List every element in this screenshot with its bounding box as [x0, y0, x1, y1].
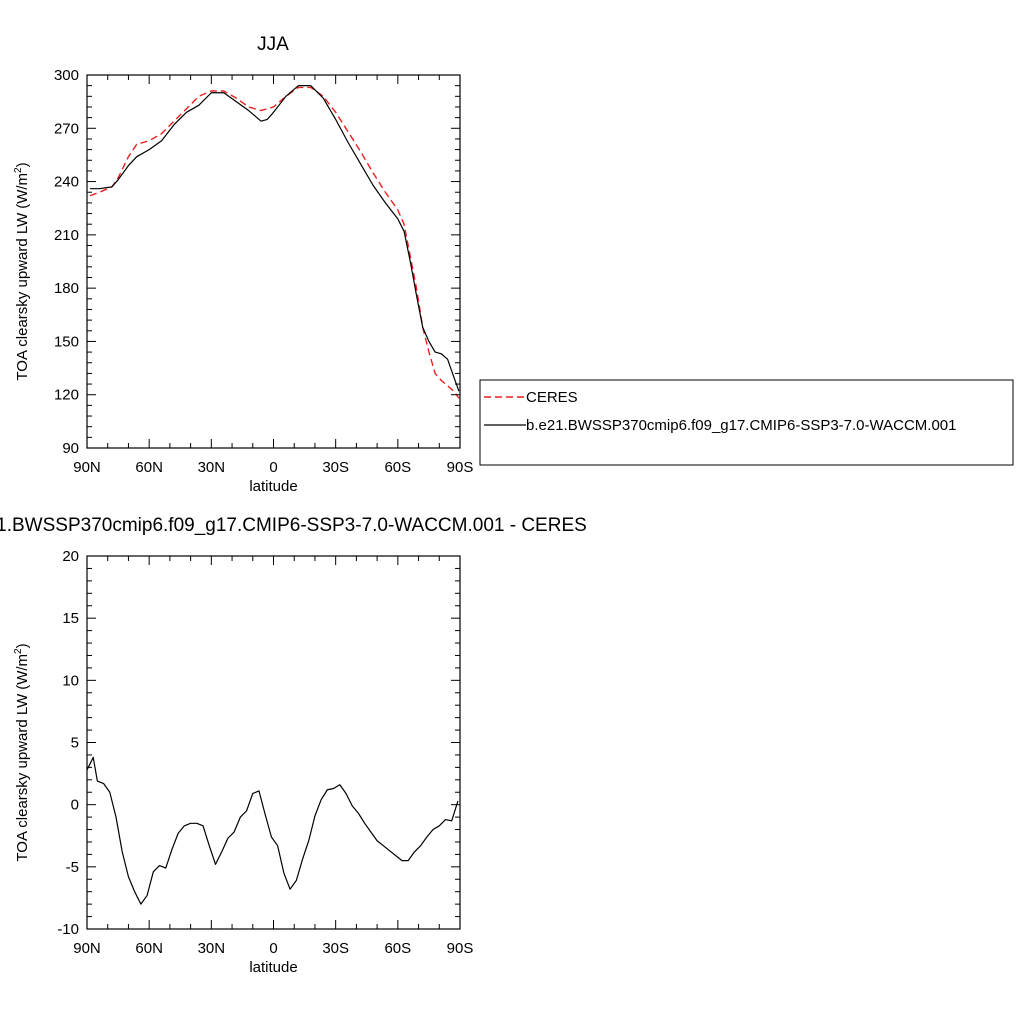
y-tick-label: 120	[54, 387, 79, 404]
legend-label-0: CERES	[526, 389, 578, 406]
x-tick-label: 90S	[447, 940, 474, 957]
x-axis-label: latitude	[249, 959, 297, 976]
y-tick-label: 270	[54, 120, 79, 137]
y-axis-label: TOA clearsky upward LW (W/m2)	[13, 643, 31, 861]
legend-label-1: b.e21.BWSSP370cmip6.f09_g17.CMIP6-SSP3-7…	[526, 417, 956, 434]
x-tick-label: 30S	[322, 940, 349, 957]
x-tick-label: 90N	[73, 940, 101, 957]
y-tick-label: -10	[57, 921, 79, 938]
y-axis-label: TOA clearsky upward LW (W/m2)	[13, 162, 31, 380]
x-tick-label: 90S	[447, 459, 474, 476]
x-tick-label: 0	[269, 940, 277, 957]
y-axis-label-name: TOA clearsky upward LW	[14, 212, 31, 381]
x-axis-label: latitude	[249, 478, 297, 495]
y-tick-label: 210	[54, 227, 79, 244]
x-tick-label: 30N	[198, 459, 226, 476]
chart-title: b.e21.BWSSP370cmip6.f09_g17.CMIP6-SSP3-7…	[0, 515, 587, 536]
x-tick-label: 30S	[322, 459, 349, 476]
x-tick-label: 60N	[135, 940, 163, 957]
y-axis-label-unit-sup: 2	[13, 648, 24, 654]
series-line-0	[86, 756, 459, 905]
y-tick-label: 180	[54, 280, 79, 297]
x-tick-label: 60S	[384, 459, 411, 476]
x-tick-label: 30N	[198, 940, 226, 957]
y-axis-label-unit-close: )	[14, 643, 31, 648]
legend: CERES b.e21.BWSSP370cmip6.f09_g17.CMIP6-S…	[479, 379, 1014, 466]
y-tick-label: 240	[54, 174, 79, 191]
x-tick-label: 0	[269, 459, 277, 476]
y-tick-label: 300	[54, 67, 79, 84]
y-tick-label: 15	[62, 610, 79, 627]
y-axis-label-unit: (W/m	[14, 654, 31, 690]
y-tick-label: 20	[62, 548, 79, 565]
y-tick-label: -5	[66, 859, 79, 876]
x-tick-label: 60S	[384, 940, 411, 957]
chart-title: JJA	[257, 34, 289, 55]
x-tick-label: 90N	[73, 459, 101, 476]
x-tick-label: 60N	[135, 459, 163, 476]
y-tick-label: 5	[71, 735, 79, 752]
y-tick-label: 150	[54, 333, 79, 350]
y-tick-label: 0	[71, 797, 79, 814]
y-axis-label-unit: (W/m	[14, 173, 31, 209]
y-tick-label: 90	[62, 440, 79, 457]
y-axis-label-unit-sup: 2	[13, 167, 24, 173]
y-axis-label-name: TOA clearsky upward LW	[14, 693, 31, 862]
y-tick-label: 10	[62, 672, 79, 689]
y-axis-label-unit-close: )	[14, 162, 31, 167]
bottom-panel-difference: b.e21.BWSSP370cmip6.f09_g17.CMIP6-SSP3-7…	[0, 515, 587, 976]
legend-box	[479, 379, 1014, 466]
series-line-1	[90, 85, 460, 392]
top-panel-mean-lw: JJA 90N 60N 30N 0 30S 60S 90S 90 120 150 180 210 240 2…	[13, 34, 473, 495]
